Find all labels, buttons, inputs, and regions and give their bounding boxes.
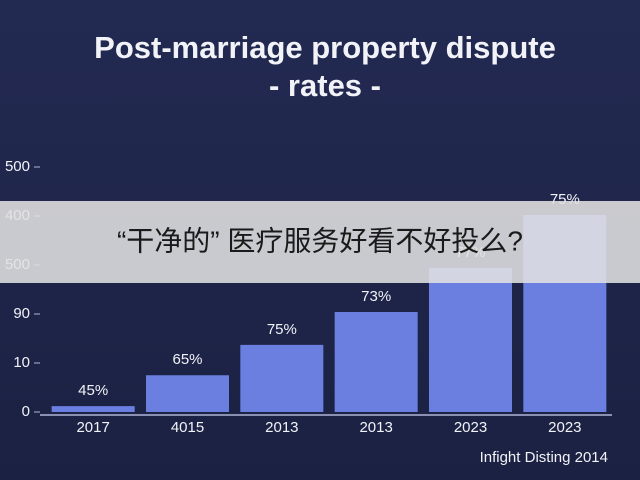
bar [145, 375, 230, 412]
x-tick-label: 4015 [171, 419, 204, 436]
data-label: 45% [78, 382, 108, 399]
source-note: Infight Disting 2014 [480, 449, 608, 466]
chart-title: Post-marriage property dispute [94, 30, 556, 65]
x-tick-label: 2017 [76, 419, 109, 436]
data-label: 75% [267, 321, 297, 338]
bar [51, 406, 135, 412]
overlay-text: “干净的” 医疗服务好看不好投么? [117, 225, 523, 256]
data-label: 73% [361, 288, 391, 305]
chart-subtitle: - rates - [269, 68, 381, 103]
overlay-banner [0, 201, 640, 283]
bar [240, 344, 324, 412]
y-tick-label: 10 [13, 354, 30, 371]
bar [334, 312, 418, 412]
y-tick-label: 90 [13, 305, 30, 322]
data-label: 65% [172, 351, 202, 368]
y-tick-label: 500 [5, 158, 30, 175]
x-tick-label: 2023 [548, 419, 581, 436]
bar [428, 267, 513, 412]
x-tick-label: 2013 [265, 419, 298, 436]
y-tick-label: 0 [22, 403, 30, 420]
x-tick-label: 2023 [454, 419, 487, 436]
x-tick-label: 2013 [359, 419, 392, 436]
